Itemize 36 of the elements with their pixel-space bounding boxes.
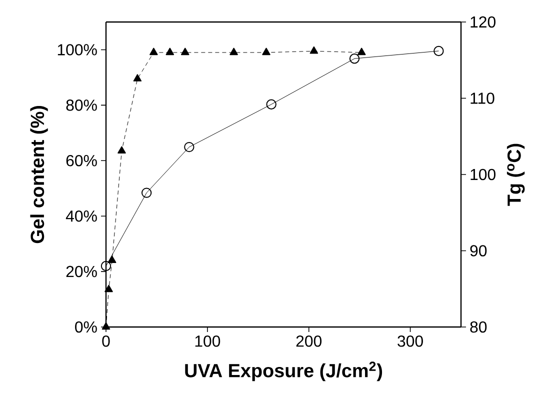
y-tick-label: 0%: [75, 321, 97, 333]
point: [310, 46, 318, 54]
y2-tick-label: 90: [470, 245, 487, 256]
x-tick-label: 0: [102, 336, 110, 347]
point: [434, 46, 444, 56]
point: [349, 54, 360, 64]
y-tick-label: 80%: [66, 100, 97, 111]
point: [133, 74, 142, 82]
y-tick-label: 100%: [58, 44, 97, 56]
y-tick-label: 40%: [66, 210, 97, 222]
point: [118, 146, 126, 154]
point: [108, 256, 116, 264]
x-tick-label: 100: [195, 336, 220, 347]
y2-tick-label: 120: [470, 16, 496, 28]
point: [262, 48, 270, 56]
y2-tick-label: 100: [470, 168, 496, 180]
y2-tick-label: 110: [470, 92, 494, 104]
x-tick-label: 300: [398, 336, 423, 347]
y-axis-title: Gel content (%): [30, 106, 48, 244]
point: [266, 99, 276, 110]
point: [104, 284, 113, 292]
point: [100, 260, 112, 272]
y-tick-label: 60%: [66, 154, 97, 166]
x-axis-title: UVA Exposure (J/cm$^{2}$): [185, 362, 382, 382]
point: [357, 48, 366, 56]
x-tick-label: 200: [296, 336, 322, 347]
point: [150, 48, 158, 56]
point: [230, 48, 238, 56]
y2-axis-title: Tg ($^{o}$C): [506, 144, 525, 206]
point: [180, 48, 190, 56]
point: [184, 142, 194, 152]
y-tick-label: 20%: [66, 266, 97, 278]
point: [102, 322, 110, 330]
y2-tick-label: 80: [470, 321, 487, 333]
point: [166, 48, 174, 56]
point: [141, 188, 152, 198]
